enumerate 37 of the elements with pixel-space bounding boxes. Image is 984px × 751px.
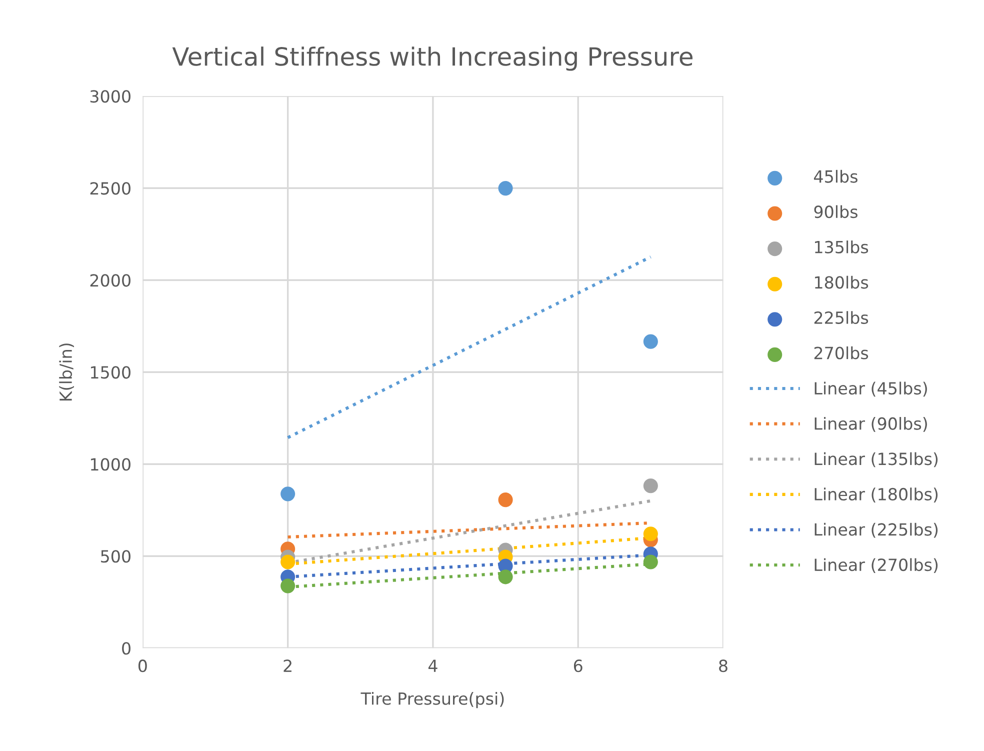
x-tick-label: 4 bbox=[428, 660, 438, 672]
legend-label: 180lbs bbox=[815, 276, 868, 289]
legend-label: Linear (180lbs) bbox=[814, 488, 938, 502]
legend-label: Linear (45lbs) bbox=[814, 382, 927, 397]
point bbox=[643, 526, 658, 542]
point bbox=[280, 554, 296, 570]
point bbox=[498, 492, 513, 508]
chart-title: Vertical Stiffness with Increasing Pressure bbox=[172, 46, 692, 71]
y-tick-label: 3000 bbox=[90, 90, 130, 103]
y-tick-label: 2500 bbox=[90, 182, 130, 195]
point bbox=[643, 478, 658, 494]
x-tick-label: 2 bbox=[284, 660, 292, 672]
legend-label: 45lbs bbox=[814, 170, 858, 183]
x-axis-title: Tire Pressure(psi) bbox=[360, 692, 504, 708]
y-tick-label: 2000 bbox=[90, 274, 130, 287]
y-tick-label: 1000 bbox=[90, 458, 130, 471]
point bbox=[498, 570, 513, 584]
legend-label: Linear (270lbs) bbox=[814, 558, 938, 574]
point bbox=[498, 181, 513, 196]
y-tick-label: 500 bbox=[101, 550, 130, 563]
x-tick-label: 8 bbox=[719, 660, 728, 672]
legend-label: Linear (135lbs) bbox=[814, 452, 938, 468]
x-tick-label: 0 bbox=[138, 660, 147, 672]
legend-label: 135lbs bbox=[815, 240, 868, 254]
x-tick-label: 6 bbox=[574, 660, 582, 672]
y-tick-label: 0 bbox=[122, 642, 130, 655]
legend-label: Linear (225lbs) bbox=[814, 522, 938, 538]
point bbox=[643, 554, 658, 570]
legend-label: 270lbs bbox=[814, 346, 868, 360]
legend-label: Linear (90lbs) bbox=[814, 417, 927, 432]
point bbox=[643, 334, 658, 349]
point bbox=[280, 578, 296, 594]
y-axis-title: K(lb/in) bbox=[59, 344, 74, 400]
y-tick-label: 1500 bbox=[90, 366, 130, 379]
legend-label: 225lbs bbox=[814, 311, 868, 324]
point bbox=[280, 486, 296, 502]
legend-label: 90lbs bbox=[814, 205, 858, 218]
